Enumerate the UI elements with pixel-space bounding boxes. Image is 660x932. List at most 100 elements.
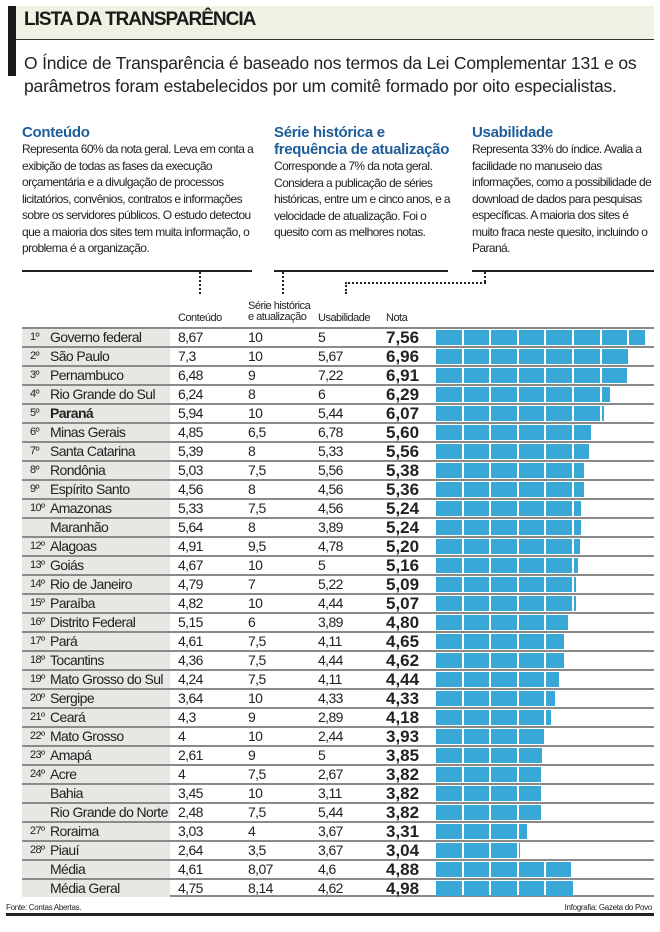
arrow-down-icon <box>282 272 284 294</box>
bar-segment <box>436 748 462 763</box>
row-label-bg <box>22 652 170 669</box>
bar-segment <box>574 463 585 478</box>
rank: 21º <box>30 711 45 723</box>
table-row: 28º Piauí 2,64 3,5 3,67 3,04 <box>22 840 654 859</box>
state-name: Maranhão <box>50 519 109 535</box>
bar-segment <box>574 406 600 421</box>
table-row: 17º Pará 4,61 7,5 4,11 4,65 <box>22 631 654 650</box>
serie-value: 10 <box>248 690 263 706</box>
bar-segment <box>436 520 462 535</box>
serie-value: 10 <box>248 785 263 801</box>
bar-segment <box>518 387 545 402</box>
bar-segment <box>491 653 517 668</box>
nota-value: 3,82 <box>386 765 420 784</box>
table-row: Média 4,61 8,07 4,6 4,88 <box>22 859 654 878</box>
usabilidade-value: 5,56 <box>318 462 343 478</box>
bar-segment <box>436 653 462 668</box>
bar-segment <box>518 539 545 554</box>
bar-segment <box>518 767 542 782</box>
usabilidade-value: 2,89 <box>318 709 343 725</box>
usabilidade-value: 4,44 <box>318 652 343 668</box>
conteudo-value: 5,64 <box>178 519 203 535</box>
state-name: Santa Catarina <box>50 443 136 459</box>
usabilidade-value: 5,44 <box>318 804 343 820</box>
bar-segment <box>436 672 462 687</box>
state-name: Piauí <box>50 842 80 858</box>
bar-segment <box>491 729 517 744</box>
title-bar <box>8 6 654 40</box>
usabilidade-value: 3,89 <box>318 614 343 630</box>
bar-segment <box>436 463 462 478</box>
state-name: Rio de Janeiro <box>50 576 132 592</box>
conteudo-value: 3,03 <box>178 823 203 839</box>
state-name: Roraima <box>50 823 99 839</box>
rank: 23º <box>30 749 45 761</box>
conteudo-value: 5,15 <box>178 614 203 630</box>
table-row: 8º Rondônia 5,03 7,5 5,56 5,38 <box>22 460 654 479</box>
conteudo-value: 4,36 <box>178 652 203 668</box>
state-name: Rio Grande do Norte <box>50 804 168 820</box>
bar-segment <box>491 425 517 440</box>
bar-segment <box>491 368 517 383</box>
bar-segment <box>518 596 545 611</box>
conteudo-value: 6,48 <box>178 367 203 383</box>
table-row: 10º Amazonas 5,33 7,5 4,56 5,24 <box>22 498 654 517</box>
bar-segment <box>463 425 490 440</box>
bar-segment <box>546 596 572 611</box>
bar-segment <box>436 767 462 782</box>
rank: 7º <box>30 445 40 457</box>
state-name: São Paulo <box>50 348 110 364</box>
table-row: 22º Mato Grosso 4 10 2,44 3,93 <box>22 726 654 745</box>
usabilidade-value: 4,56 <box>318 500 343 516</box>
bar-segment <box>463 805 490 820</box>
serie-value: 10 <box>248 329 263 345</box>
bar-segment <box>546 349 572 364</box>
bar-segment <box>518 672 545 687</box>
bar-segment <box>518 330 545 345</box>
row-label-bg <box>22 481 170 498</box>
conteudo-value: 4,61 <box>178 633 203 649</box>
nota-value: 4,44 <box>386 670 420 689</box>
bar-segment <box>601 330 628 345</box>
serie-value: 8 <box>248 386 256 402</box>
conteudo-value: 4,61 <box>178 861 203 877</box>
section-text: Representa 60% da nota geral. Leva em co… <box>22 142 254 255</box>
table-row: 19º Mato Grosso do Sul 4,24 7,5 4,11 4,4… <box>22 669 654 688</box>
conteudo-value: 4,82 <box>178 595 203 611</box>
serie-value: 7,5 <box>248 671 266 687</box>
section-title: Conteúdo <box>22 124 90 141</box>
bar-segment <box>546 330 572 345</box>
rank: 8º <box>30 464 40 476</box>
table-row: 23º Amapá 2,61 9 5 3,85 <box>22 745 654 764</box>
usabilidade-value: 4,78 <box>318 538 343 554</box>
state-name: Pernambuco <box>50 367 124 383</box>
table-row: 4º Rio Grande do Sul 6,24 8 6 6,29 <box>22 384 654 403</box>
nota-value: 6,07 <box>386 404 420 423</box>
serie-value: 7 <box>248 576 256 592</box>
conteudo-value: 5,39 <box>178 443 203 459</box>
bar-segment <box>463 881 490 896</box>
bar-segment <box>518 558 545 573</box>
bar-segment <box>518 634 545 649</box>
usabilidade-value: 3,89 <box>318 519 343 535</box>
bar-segment <box>436 824 462 839</box>
bar-segment <box>491 843 517 858</box>
bar-segment <box>546 634 565 649</box>
row-label-bg <box>22 329 170 346</box>
conteudo-value: 2,48 <box>178 804 203 820</box>
serie-value: 9 <box>248 709 256 725</box>
section-title: Série histórica e frequência de atualiza… <box>274 124 450 158</box>
conteudo-value: 2,61 <box>178 747 203 763</box>
bar-segment <box>518 805 542 820</box>
usabilidade-value: 4,11 <box>318 633 342 649</box>
row-label-bg <box>22 747 170 764</box>
bar-segment <box>463 539 490 554</box>
serie-value: 7,5 <box>248 633 266 649</box>
table-row: 2º São Paulo 7,3 10 5,67 6,96 <box>22 346 654 365</box>
serie-value: 7,5 <box>248 462 266 478</box>
bar-segment <box>574 349 600 364</box>
bar-segment <box>463 577 490 592</box>
usabilidade-value: 4,6 <box>318 861 336 877</box>
row-label-bg <box>22 557 170 574</box>
bar-segment <box>463 501 490 516</box>
